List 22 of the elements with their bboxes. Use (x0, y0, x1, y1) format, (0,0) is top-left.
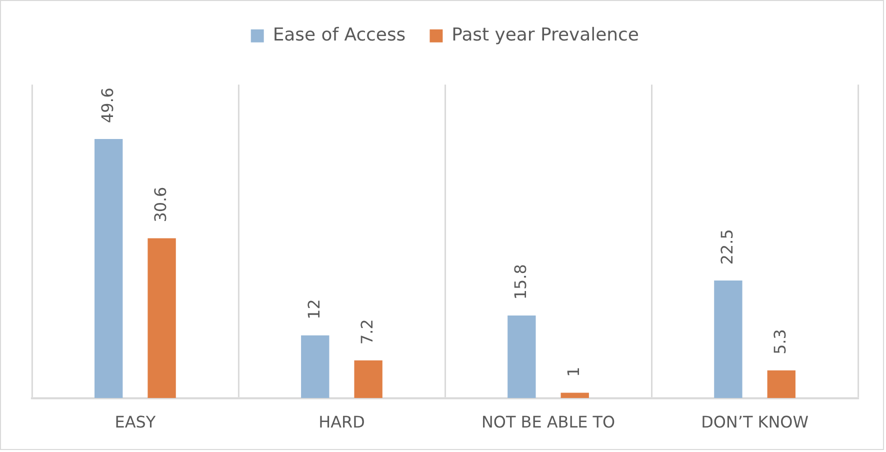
legend-label: Ease of Access (272, 24, 406, 46)
bar (767, 370, 796, 398)
bar (508, 316, 536, 398)
data-label: 22.5 (717, 229, 736, 265)
data-label: 49.6 (98, 88, 117, 124)
data-label: 15.8 (510, 264, 530, 300)
bar (94, 138, 123, 398)
bar (301, 335, 330, 398)
data-label: 5.3 (770, 329, 790, 354)
data-label: 30.6 (150, 186, 170, 222)
legend-label: Past year Prevalence (452, 24, 639, 46)
data-label: 1 (564, 366, 583, 377)
data-label: 12 (304, 299, 324, 320)
bar (560, 392, 589, 398)
bar (354, 360, 382, 398)
x-tick-label: HARD (318, 412, 365, 432)
bar (148, 238, 176, 398)
data-label: 7.2 (357, 319, 376, 344)
bar (714, 280, 742, 398)
x-tick-label: DON’T KNOW (701, 412, 809, 432)
x-tick-label: EASY (114, 412, 156, 432)
x-tick-label: NOT BE ABLE TO (481, 412, 616, 432)
